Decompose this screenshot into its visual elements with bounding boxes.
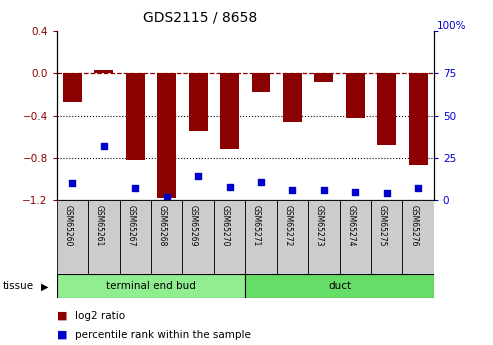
Text: GSM65273: GSM65273 [315, 205, 324, 247]
Text: 100%: 100% [437, 21, 466, 31]
Point [320, 187, 328, 193]
Bar [157, 73, 176, 198]
Text: tissue: tissue [2, 282, 34, 291]
Text: GSM65271: GSM65271 [252, 205, 261, 247]
Text: log2 ratio: log2 ratio [75, 311, 126, 321]
Bar [283, 73, 302, 122]
Point [100, 143, 108, 149]
Bar [377, 73, 396, 145]
Bar [57, 274, 245, 298]
Text: terminal end bud: terminal end bud [106, 282, 196, 291]
Text: percentile rank within the sample: percentile rank within the sample [75, 330, 251, 339]
Point [69, 180, 76, 186]
Text: ■: ■ [57, 330, 67, 339]
Bar [182, 200, 214, 274]
Text: GSM65272: GSM65272 [283, 205, 292, 247]
Text: duct: duct [328, 282, 351, 291]
Point [352, 189, 359, 194]
Text: GSM65274: GSM65274 [346, 205, 355, 247]
Bar [371, 200, 402, 274]
Text: GSM65270: GSM65270 [220, 205, 230, 247]
Bar [251, 73, 270, 92]
Bar [245, 274, 434, 298]
Point [288, 187, 296, 193]
Point [131, 186, 139, 191]
Text: ■: ■ [57, 311, 67, 321]
Bar [214, 200, 246, 274]
Bar [63, 73, 82, 102]
Text: GDS2115 / 8658: GDS2115 / 8658 [143, 10, 257, 24]
Point [194, 174, 202, 179]
Point [257, 179, 265, 184]
Bar [402, 200, 434, 274]
Bar [245, 200, 277, 274]
Bar [346, 73, 365, 118]
Text: GSM65261: GSM65261 [95, 205, 104, 247]
Text: GSM65267: GSM65267 [126, 205, 135, 247]
Text: ▶: ▶ [41, 282, 48, 291]
Text: GSM65275: GSM65275 [378, 205, 387, 247]
Bar [151, 200, 182, 274]
Bar [126, 73, 145, 160]
Text: GSM65269: GSM65269 [189, 205, 198, 247]
Text: GSM65276: GSM65276 [409, 205, 418, 247]
Bar [340, 200, 371, 274]
Bar [119, 200, 151, 274]
Point [383, 190, 390, 196]
Bar [94, 70, 113, 73]
Bar [409, 73, 427, 165]
Text: GSM65268: GSM65268 [158, 205, 167, 247]
Bar [189, 73, 208, 131]
Bar [315, 73, 333, 82]
Text: GSM65260: GSM65260 [64, 205, 72, 247]
Point [414, 186, 422, 191]
Bar [57, 200, 88, 274]
Point [163, 194, 171, 199]
Bar [277, 200, 308, 274]
Bar [308, 200, 340, 274]
Bar [88, 200, 119, 274]
Point [226, 184, 234, 189]
Bar [220, 73, 239, 149]
